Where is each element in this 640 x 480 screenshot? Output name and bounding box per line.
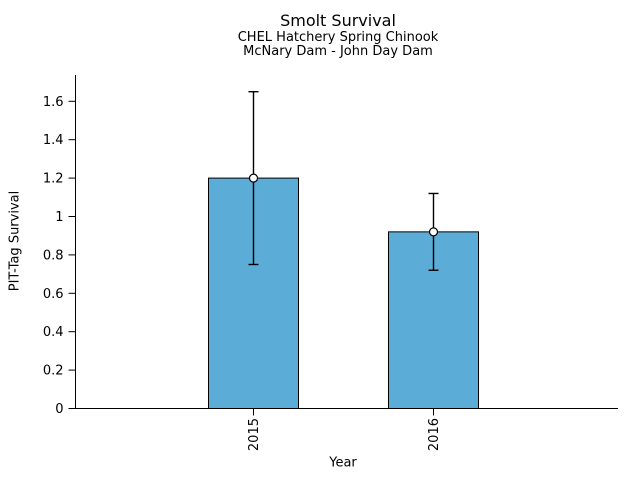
chart-subtitle-line2: McNary Dam - John Day Dam — [243, 44, 433, 59]
x-tick-label: 2015 — [247, 418, 262, 451]
mean-marker-2016 — [428, 227, 439, 237]
y-tick-label: 1 — [55, 210, 63, 225]
y-tick-label: 0.2 — [43, 364, 64, 379]
mean-marker-2015 — [248, 173, 259, 183]
chart-title: Smolt Survival — [280, 11, 396, 30]
x-tick-label: 2016 — [427, 418, 442, 451]
y-tick-label: 1.6 — [43, 95, 64, 110]
chart-subtitle-line1: CHEL Hatchery Spring Chinook — [237, 30, 439, 45]
y-tick-label: 0.6 — [43, 287, 64, 302]
y-tick-label: 0.8 — [43, 248, 64, 263]
y-tick-label: 0.4 — [43, 325, 64, 340]
x-axis-label: Year — [329, 455, 357, 471]
y-tick-label: 1.2 — [43, 172, 64, 187]
y-tick-label: 0 — [55, 402, 63, 417]
y-tick-label: 1.4 — [43, 133, 64, 148]
